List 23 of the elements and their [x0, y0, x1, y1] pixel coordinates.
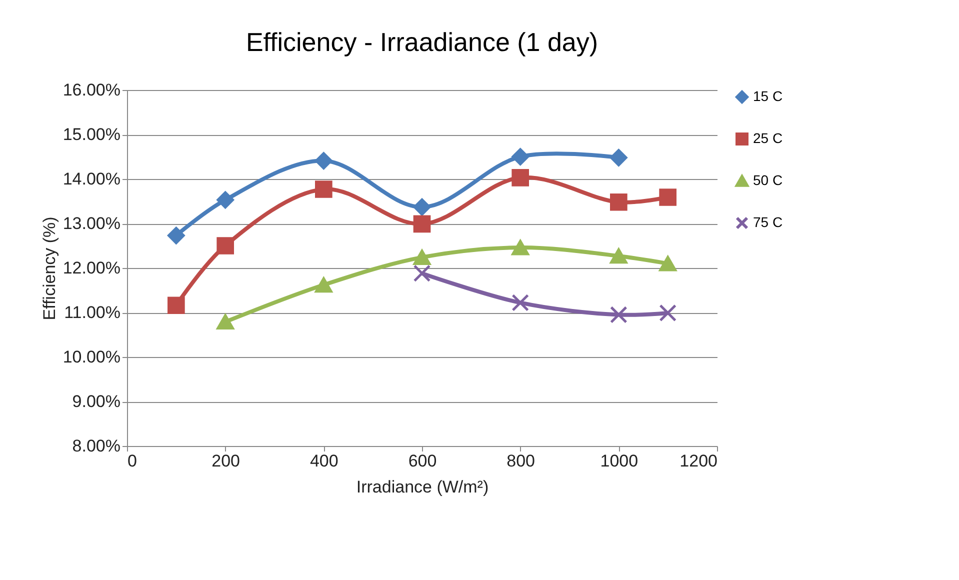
y-tick-label: 15.00%: [62, 125, 120, 144]
x-tick-label: 800: [506, 452, 536, 470]
x-axis-title: Irradiance (W/m²): [356, 478, 489, 496]
x-tick-label: 400: [310, 452, 338, 470]
y-tick-label: 9.00%: [72, 392, 120, 411]
y-tick-label: 10.00%: [62, 348, 120, 366]
legend-label: 75 C: [753, 214, 783, 230]
legend-label: 25 C: [753, 130, 783, 146]
y-tick-label: 14.00%: [62, 170, 120, 188]
x-tick-label: 600: [408, 452, 437, 470]
x-tick-label: 1000: [600, 452, 638, 470]
y-tick-label: 13.00%: [62, 214, 120, 233]
chart-title: Efficiency - Irraadiance (1 day): [246, 27, 598, 57]
y-tick-label: 11.00%: [64, 303, 120, 322]
y-tick-label: 8.00%: [72, 436, 120, 456]
legend-label: 15 C: [753, 88, 783, 104]
y-tick-label: 12.00%: [62, 258, 120, 278]
x-tick-label: 200: [212, 452, 240, 470]
y-axis-title: Efficiency (%): [40, 216, 59, 320]
y-tick-label: 16.00%: [62, 80, 120, 100]
x-tick-label: 1200: [680, 452, 718, 470]
legend-label: 50 C: [753, 172, 783, 188]
x-tick-label: 0: [128, 452, 137, 470]
